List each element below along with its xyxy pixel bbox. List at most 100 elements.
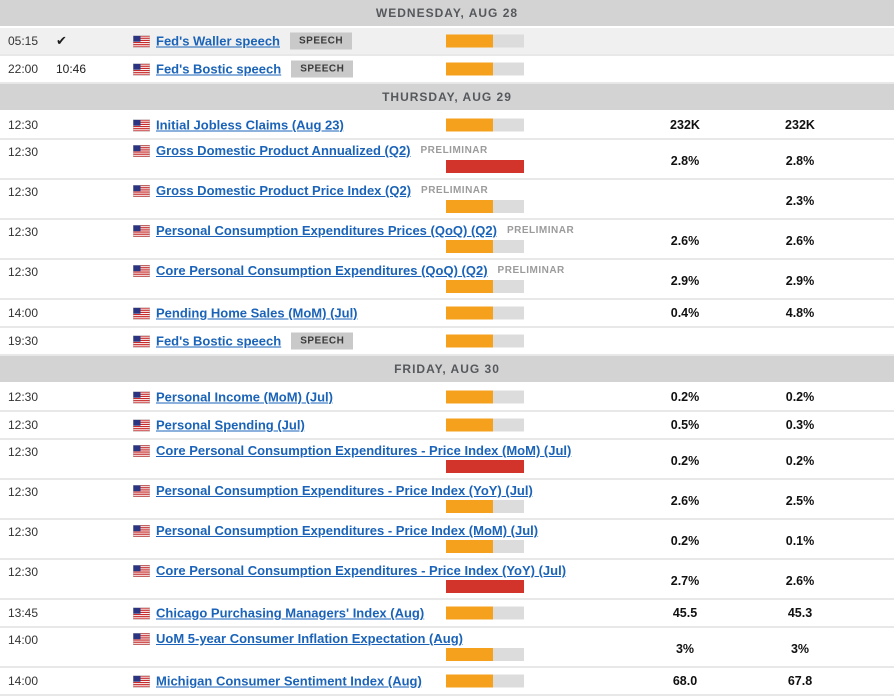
volatility-bar (446, 500, 524, 513)
consensus-value: 68.0 (672, 674, 698, 688)
previous-value: 2.8% (785, 154, 815, 168)
event-link[interactable]: UoM 5-year Consumer Inflation Expectatio… (156, 631, 463, 646)
previous-value: 2.9% (785, 274, 815, 288)
event-row: 12:30 Personal Consumption Expenditures P… (0, 220, 894, 260)
speech-badge: SPEECH (291, 332, 354, 350)
volatility-bar (446, 648, 524, 661)
previous-value: 0.2% (785, 390, 815, 404)
event-link[interactable]: Core Personal Consumption Expenditures -… (156, 563, 567, 578)
event-link[interactable]: Personal Spending (Jul) (156, 417, 305, 433)
volatility-bar (446, 306, 524, 320)
event-time: 12:30 (8, 565, 39, 579)
us-flag-icon (132, 34, 151, 48)
previous-value: 232K (785, 118, 815, 132)
event-link[interactable]: Gross Domestic Product Price Index (Q2) (156, 183, 412, 198)
consensus-value: 2.7% (670, 574, 700, 588)
event-time: 14:00 (8, 674, 39, 688)
event-row: 12:30 Personal Spending (Jul) 0.5% 0.3% (0, 412, 894, 440)
previous-value: 67.8 (787, 674, 813, 688)
event-link[interactable]: Personal Consumption Expenditures Prices… (156, 223, 497, 238)
volatility-bar (446, 540, 524, 553)
event-link[interactable]: Core Personal Consumption Expenditures (… (156, 263, 488, 278)
preliminar-badge: PRELIMINAR (421, 185, 489, 196)
event-time: 22:00 (8, 62, 39, 76)
check-icon: ✔ (56, 33, 67, 48)
consensus-value: 232K (670, 118, 700, 132)
event-time: 12:30 (8, 145, 39, 159)
date-header: THURSDAY, AUG 29 (0, 84, 894, 112)
preliminar-badge: PRELIMINAR (497, 265, 565, 276)
event-time: 12:30 (8, 390, 39, 404)
event-time: 12:30 (8, 418, 39, 432)
volatility-bar (446, 160, 524, 173)
event-link[interactable]: Fed's Bostic speech (156, 333, 282, 349)
volatility-bar (446, 34, 524, 48)
preliminar-badge: PRELIMINAR (506, 225, 575, 236)
event-row: 12:30 Personal Consumption Expenditures -… (0, 520, 894, 560)
volatility-bar (446, 200, 524, 213)
event-row: 13:45 Chicago Purchasing Managers' Index … (0, 600, 894, 628)
event-row: 14:00 UoM 5-year Consumer Inflation Expec… (0, 628, 894, 668)
previous-value: 2.5% (785, 494, 815, 508)
event-time: 14:00 (8, 306, 39, 320)
volatility-bar (446, 606, 524, 620)
us-flag-icon (132, 564, 151, 577)
event-row: 12:30 Core Personal Consumption Expenditu… (0, 260, 894, 300)
us-flag-icon (132, 524, 151, 537)
volatility-bar (446, 62, 524, 76)
speech-badge: SPEECH (291, 60, 354, 78)
event-link[interactable]: Chicago Purchasing Managers' Index (Aug) (156, 605, 425, 621)
preliminar-badge: PRELIMINAR (420, 145, 488, 156)
consensus-value: 0.2% (670, 390, 700, 404)
event-link[interactable]: Pending Home Sales (MoM) (Jul) (156, 305, 358, 321)
consensus-value: 3% (675, 642, 695, 656)
event-link[interactable]: Gross Domestic Product Annualized (Q2) (156, 143, 411, 158)
us-flag-icon (132, 264, 151, 277)
event-time: 12:30 (8, 525, 39, 539)
volatility-bar (446, 240, 524, 253)
us-flag-icon (132, 674, 151, 688)
event-row: 14:00 Pending Home Sales (MoM) (Jul) 0.4% 4… (0, 300, 894, 328)
volatility-bar (446, 280, 524, 293)
event-time: 13:45 (8, 606, 39, 620)
event-time: 12:30 (8, 118, 39, 132)
event-row: 05:15 ✔ Fed's Waller speech SPEECH (0, 28, 894, 56)
previous-value: 2.3% (785, 194, 815, 208)
event-row: 12:30 Personal Consumption Expenditures -… (0, 480, 894, 520)
event-link[interactable]: Core Personal Consumption Expenditures -… (156, 443, 572, 458)
us-flag-icon (132, 184, 151, 197)
volatility-bar (446, 334, 524, 348)
us-flag-icon (132, 444, 151, 457)
volatility-bar (446, 418, 524, 432)
us-flag-icon (132, 144, 151, 157)
event-link[interactable]: Personal Consumption Expenditures - Pric… (156, 523, 539, 538)
volatility-bar (446, 674, 524, 688)
event-countdown: 10:46 (56, 62, 87, 76)
event-time: 12:30 (8, 225, 39, 239)
event-row: 14:00 Michigan Consumer Sentiment Index (… (0, 668, 894, 696)
volatility-bar (446, 118, 524, 132)
consensus-value: 0.2% (670, 534, 700, 548)
volatility-bar (446, 580, 524, 593)
previous-value: 0.2% (785, 454, 815, 468)
event-row: 19:30 Fed's Bostic speech SPEECH (0, 328, 894, 356)
event-time: 12:30 (8, 265, 39, 279)
event-row: 12:30 Personal Income (MoM) (Jul) 0.2% 0.2% (0, 384, 894, 412)
event-link[interactable]: Fed's Waller speech (156, 33, 280, 49)
previous-value: 45.3 (787, 606, 813, 620)
event-row: 12:30 Initial Jobless Claims (Aug 23) 232K… (0, 112, 894, 140)
consensus-value: 0.4% (670, 306, 700, 320)
previous-value: 0.3% (785, 418, 815, 432)
event-link[interactable]: Personal Consumption Expenditures - Pric… (156, 483, 533, 498)
consensus-value: 2.6% (670, 234, 700, 248)
event-link[interactable]: Michigan Consumer Sentiment Index (Aug) (156, 673, 422, 689)
event-row: 12:30 Gross Domestic Product Price Index … (0, 180, 894, 220)
us-flag-icon (132, 418, 151, 432)
event-link[interactable]: Personal Income (MoM) (Jul) (156, 389, 333, 405)
event-row: 12:30 Gross Domestic Product Annualized (… (0, 140, 894, 180)
event-link[interactable]: Initial Jobless Claims (Aug 23) (156, 117, 344, 133)
us-flag-icon (132, 118, 151, 132)
volatility-bar (446, 460, 524, 473)
us-flag-icon (132, 390, 151, 404)
event-link[interactable]: Fed's Bostic speech (156, 61, 282, 77)
